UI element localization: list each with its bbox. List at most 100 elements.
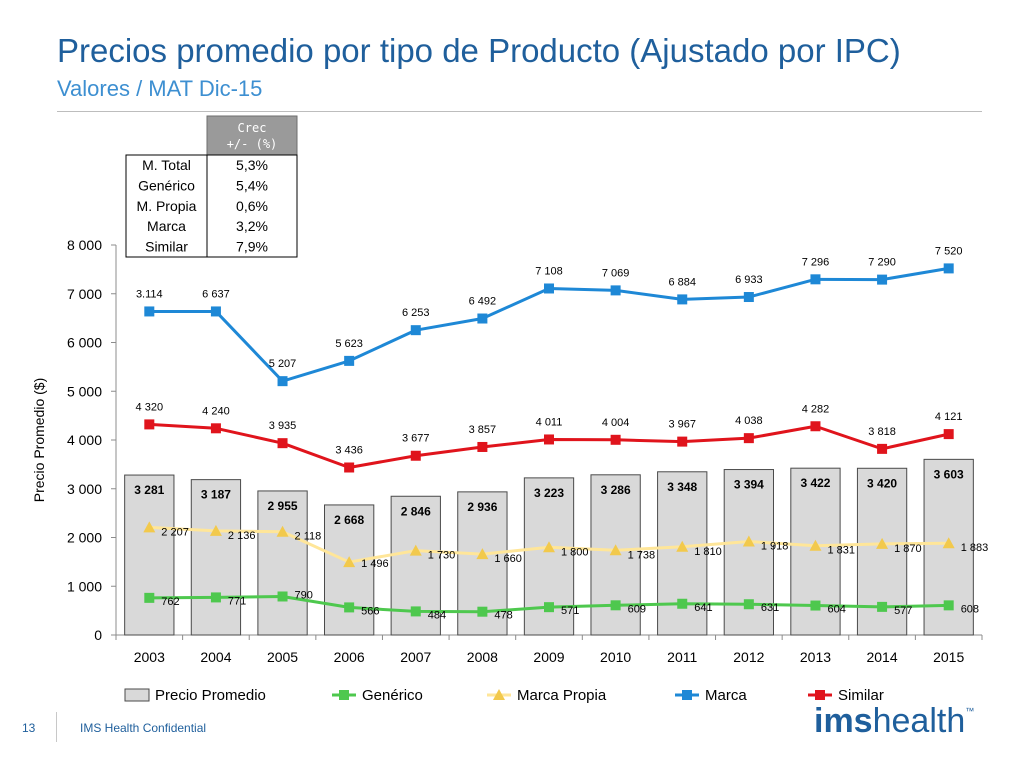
point [544,283,554,294]
legend-marker [339,690,349,700]
table-row-value: 5,4% [236,177,268,193]
point-label: 608 [961,603,979,615]
point [143,521,156,533]
point-label: 7 069 [602,267,630,279]
point-label: 4 011 [536,416,563,428]
point [410,450,421,461]
table-header-line: Crec [238,121,267,135]
point [677,436,688,447]
table-row-label: M. Total [142,157,191,173]
point [343,556,356,568]
point-label: 2 118 [295,531,322,543]
bar-label: 3 281 [134,483,164,497]
footer-divider [56,712,57,742]
point-label: 478 [494,610,512,622]
point [810,274,821,285]
point [877,601,888,612]
point [676,540,689,552]
point-label: 7 108 [535,265,563,277]
legend-swatch [124,688,150,702]
point-label: 631 [761,602,779,614]
plot-area: 0 1 000 2 000 3 000 4 000 5 000 6 000 7 000 8 00… [31,237,983,665]
table-row-value: 0,6% [236,198,268,214]
bar-label: 3 422 [800,476,830,490]
point [544,434,554,445]
x-tick-label: 2003 [134,649,165,665]
point [742,535,755,547]
legend-label: Marca [705,687,747,704]
table-row-label: Marca [147,218,186,234]
table-body [125,154,298,258]
y-tick-label: 5 000 [67,383,102,399]
point [476,548,489,560]
point [943,263,954,274]
logo-light: health [872,702,966,740]
table-row-value: 3,2% [236,218,268,234]
point [276,525,289,537]
point-label: 7 520 [935,245,963,257]
logo-tm: ™ [965,706,975,716]
point [144,592,155,603]
point [877,443,888,454]
point-label: 1 800 [561,546,589,558]
point-label: 1 870 [894,543,922,555]
point-label: 5 623 [335,338,363,350]
point-label: 6 492 [469,296,497,308]
point-label: 4 038 [735,415,763,427]
point [210,306,221,317]
point [876,537,889,549]
legend-label: Genérico [362,687,423,704]
point-label: 3 677 [402,433,430,445]
x-tick-label: 2015 [933,649,964,665]
point-label: 2 207 [161,526,189,538]
point-label: 1 810 [694,546,722,558]
table-row-label: Similar [145,239,188,255]
bar-label: 2 955 [268,499,298,513]
x-tick-label: 2008 [467,649,498,665]
point [810,421,821,432]
bar-label: 3 187 [201,488,231,502]
bar-label: 2 936 [467,500,497,514]
point [210,423,221,434]
point [144,306,155,317]
point-label: 3 967 [668,419,696,431]
bar [257,490,308,636]
point [810,600,821,611]
point-label: 6 884 [668,276,696,288]
growth-table: Crec +/- (%) M. Total 5,3% Genérico 5,4% M. Pr… [125,115,298,258]
bar-label: 3 286 [601,483,631,497]
y-tick-label: 7 000 [67,286,102,302]
logo-bold: ims [814,702,873,740]
point [477,313,488,324]
point-label: 1 831 [827,545,855,557]
point [610,600,621,611]
point-label: 3 818 [868,426,896,438]
point [344,602,355,613]
point [544,602,554,613]
page-subtitle: Valores / MAT Dic-15 [57,76,263,101]
legend-label: Marca Propia [517,687,607,704]
point [743,599,754,610]
point [943,429,954,440]
point-label: 604 [827,604,845,616]
point [943,600,954,611]
point-label: 4 004 [602,417,630,429]
bar-label: 2 846 [401,504,431,518]
point [277,376,288,387]
legend-marker [682,690,692,700]
x-tick-label: 2006 [334,649,365,665]
y-tick-label: 8 000 [67,237,102,253]
point [277,438,288,449]
x-tick-label: 2014 [866,649,897,665]
point [809,539,822,551]
legend-marker [815,690,825,700]
y-tick-label: 6 000 [67,335,102,351]
page-number: 13 [22,721,36,735]
point [409,544,422,556]
point-label: 1 883 [961,542,989,554]
point-label: 790 [295,589,313,601]
ims-health-logo: imshealth™ [814,702,974,741]
point [344,355,355,366]
bar-label: 3 223 [534,486,564,500]
point-label: 571 [561,605,579,617]
